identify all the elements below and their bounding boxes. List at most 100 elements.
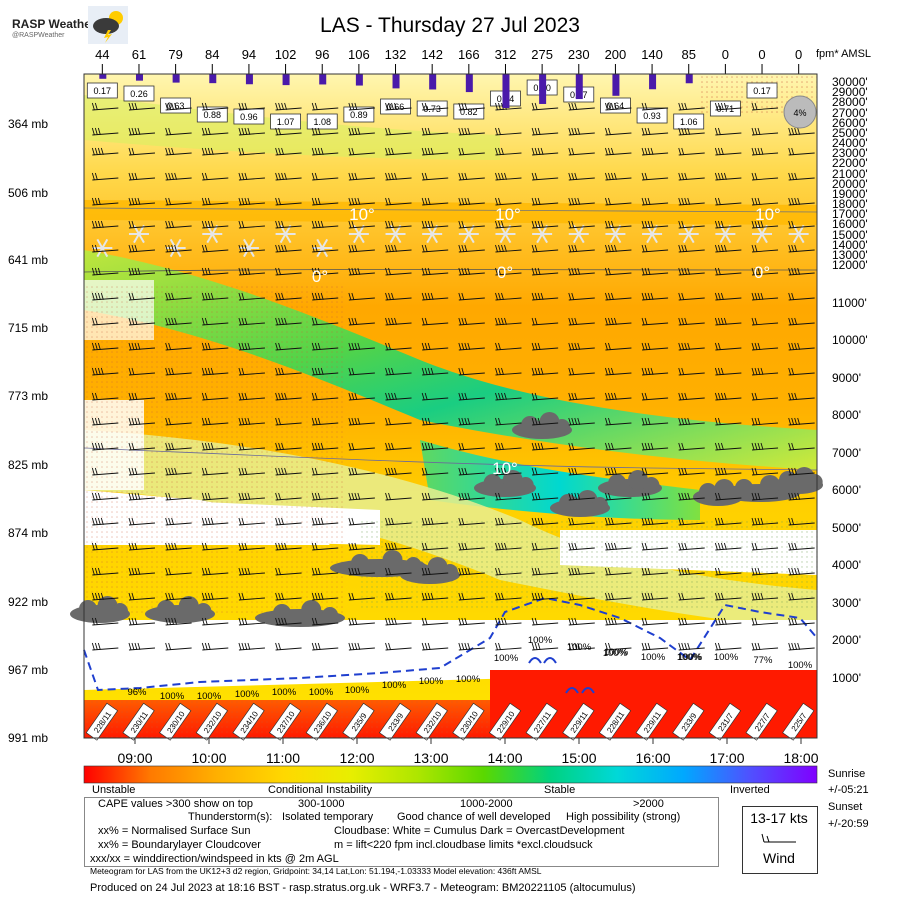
snowflake-icon xyxy=(532,224,553,244)
cape-bar xyxy=(429,74,437,90)
wind-barb xyxy=(311,617,339,626)
wind-barb xyxy=(788,147,815,156)
pressure-tick-label: 991 mb xyxy=(8,731,49,745)
wind-barb xyxy=(495,292,522,301)
snowflake-icon xyxy=(238,238,259,258)
wind-barb xyxy=(678,417,705,426)
wind-barb xyxy=(531,220,559,229)
wind-barb xyxy=(788,292,815,301)
wind-barb xyxy=(348,567,375,576)
wind-barb xyxy=(714,342,742,351)
wind-barb xyxy=(201,244,229,253)
pressure-tick-label: 715 mb xyxy=(8,321,49,335)
wind-barb xyxy=(275,220,302,229)
cloud-fraction-label: 0.88 xyxy=(204,110,222,120)
lift-marker xyxy=(528,657,542,664)
wind-barb xyxy=(238,317,265,326)
wind-barb xyxy=(641,127,669,136)
wind-barb xyxy=(531,147,559,156)
wind-barb xyxy=(788,267,815,276)
wind-barb xyxy=(201,617,229,626)
wind-barb xyxy=(311,642,339,651)
wind-barb xyxy=(385,317,412,326)
wind-barb xyxy=(604,617,632,626)
wind-barb xyxy=(385,127,412,136)
wind-barb xyxy=(421,244,449,253)
altitude-tick-label: 20000' xyxy=(832,176,868,191)
wind-barb xyxy=(458,492,485,501)
wind-barb xyxy=(165,267,192,276)
wind-barb xyxy=(238,517,265,526)
time-tick-label: 11:00 xyxy=(266,750,300,766)
snowflake-icon xyxy=(458,224,479,244)
lift-marker xyxy=(543,657,557,664)
wind-barb xyxy=(165,342,192,351)
legend-cloudbase: Cloudbase: White = Cumulus Dark = Overca… xyxy=(334,825,625,837)
wind-barb xyxy=(238,417,265,426)
altitude-tick-label: 19000' xyxy=(832,186,868,201)
cape-bar xyxy=(209,74,217,84)
wind-barb xyxy=(275,147,302,156)
wind-barb xyxy=(678,617,705,626)
cape-value: 166 xyxy=(457,47,480,62)
wind-barb xyxy=(128,467,156,476)
wind-barb xyxy=(714,442,742,451)
legend-box xyxy=(84,797,719,867)
wind-barb xyxy=(91,542,119,551)
wind-barb xyxy=(311,172,339,181)
wind-barb xyxy=(201,517,229,526)
wind-barb xyxy=(348,592,375,601)
wind-barb xyxy=(421,342,449,351)
wind-barb xyxy=(275,467,302,476)
wind-barb xyxy=(678,147,705,156)
wind-barb xyxy=(311,592,339,601)
cloud-fraction-box xyxy=(746,82,778,99)
bl-cloud-percent: 100% xyxy=(197,691,222,702)
wind-barb xyxy=(641,592,669,601)
wind-barb xyxy=(568,592,595,601)
wind-barb xyxy=(788,592,815,601)
wind-barb xyxy=(751,197,779,206)
cloud-fraction-box xyxy=(196,106,228,123)
cape-bar xyxy=(575,74,583,100)
overcast-cloud-icon xyxy=(474,470,536,497)
bl-cloud-percent: 100% xyxy=(494,653,519,664)
wind-barb xyxy=(788,220,815,229)
corner-badge-circle xyxy=(783,95,817,129)
wind-barb xyxy=(714,147,742,156)
wind-barb xyxy=(714,392,742,401)
wind-barb xyxy=(348,172,375,181)
wind-barb xyxy=(311,542,339,551)
snowflake-icon xyxy=(385,224,406,244)
wind-barb xyxy=(641,442,669,451)
altitude-tick-label: 18000' xyxy=(832,197,868,211)
snowflake-icon xyxy=(422,224,443,244)
wind-barb xyxy=(201,642,229,651)
wind-barb xyxy=(714,417,742,426)
snowflake-icon xyxy=(495,224,516,244)
wind-barb xyxy=(311,147,339,156)
wind-barb xyxy=(128,220,156,229)
wind-barb xyxy=(531,617,559,626)
wind-barb xyxy=(348,392,375,401)
wind-barb xyxy=(714,220,742,229)
wind-barb xyxy=(165,147,192,156)
wind-barb xyxy=(128,292,156,301)
wind-barb xyxy=(751,342,779,351)
wind-barb xyxy=(201,127,229,136)
wind-barb xyxy=(751,642,779,651)
wind-barb xyxy=(165,542,192,551)
wind-barb xyxy=(531,244,559,253)
altitude-tick-label: 8000' xyxy=(832,408,861,423)
bl-cloud-percent: 100% xyxy=(419,676,444,687)
wind-barb xyxy=(385,292,412,301)
wind-barb xyxy=(531,367,559,376)
wind-barb xyxy=(348,147,375,156)
wind-barb xyxy=(311,220,339,229)
legend-wind: xxx/xx = winddirection/windspeed in kts … xyxy=(90,853,339,865)
wind-barb xyxy=(495,542,522,551)
wind-barb xyxy=(714,492,742,501)
wind-barb xyxy=(201,342,229,351)
altitude-tick-label: 11000' xyxy=(832,295,867,310)
legend-thunder-1: Isolated temporary xyxy=(282,811,374,823)
